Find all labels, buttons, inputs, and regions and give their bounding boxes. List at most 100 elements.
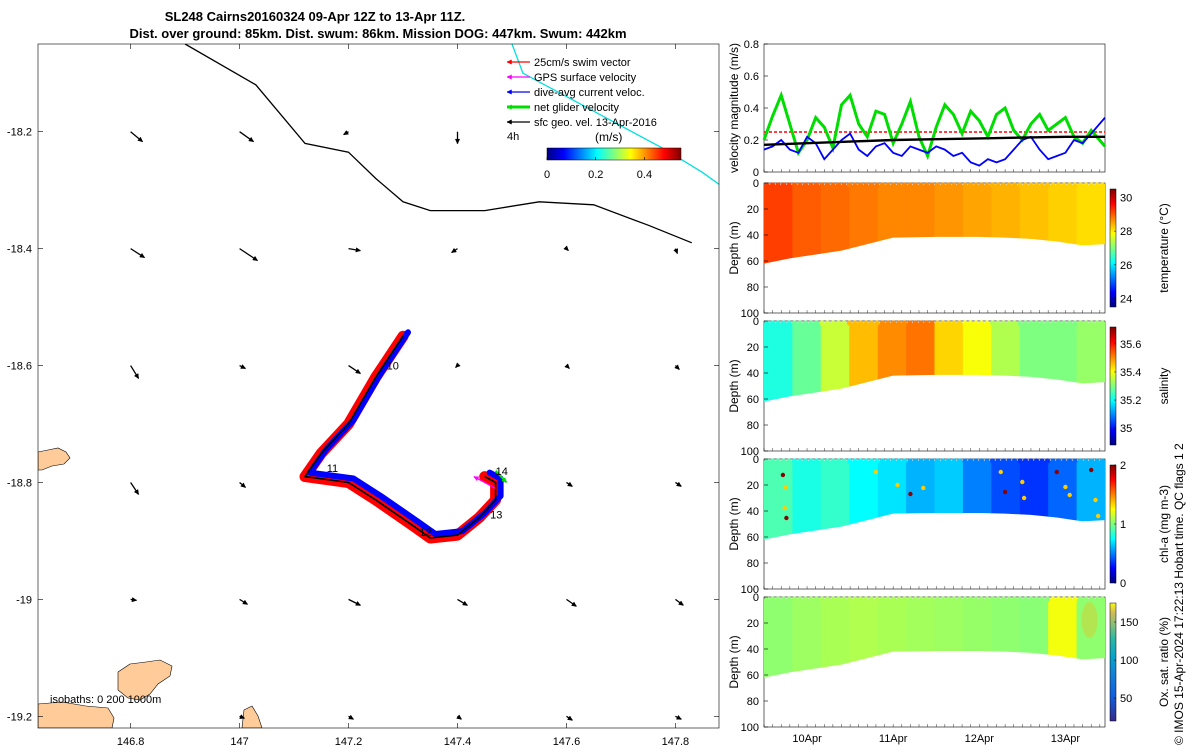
sal-surface-dot [929, 320, 935, 326]
sal-surface-dot [912, 320, 919, 326]
ox-surface-dot [1094, 596, 1100, 602]
sal-surface-dot [1055, 320, 1062, 326]
ox-surface-dot [923, 596, 930, 602]
net-track-line [304, 335, 497, 539]
sal-surface-dot [819, 320, 825, 326]
geo-vector-8 [563, 245, 569, 252]
chl-surface-dot [775, 458, 781, 464]
sal-surface-dot [945, 320, 952, 326]
chl-surface-dot [885, 458, 891, 464]
chl-ctick-label-1: 1 [1120, 519, 1126, 531]
map-ytick-label-0: -18.2 [7, 127, 32, 139]
ox-surface-dot [1006, 596, 1012, 602]
ox-surface-dot [1077, 596, 1084, 602]
sal-ytick-label-3: 60 [747, 394, 759, 406]
ox-surface-dot [1000, 596, 1007, 602]
temp-surface-dot [1022, 182, 1029, 188]
net-velocity-arrow [494, 470, 508, 484]
chl-surface-dot [951, 458, 957, 464]
legend-extra-4h: 4h [507, 131, 519, 143]
sal-surface-dot [1099, 320, 1106, 326]
time-xtick-label-2: 12Apr [965, 733, 995, 745]
temp-column-1 [792, 185, 822, 264]
chl-highlight-dot [782, 505, 787, 511]
geo-vector-4 [130, 248, 146, 259]
map-ytick-label-5: -19.2 [7, 711, 32, 723]
temp-surface-dot [1055, 182, 1062, 188]
sal-surface-dot [802, 320, 809, 326]
sal-surface-dot [995, 320, 1001, 326]
map-panel: 10 11 12 13 14 146.8 147 147.2 147.4 147.6 147.8 -… [7, 43, 720, 748]
temp-surface-dot [868, 182, 875, 188]
geo-vector-30 [566, 715, 573, 721]
temp-surface-dot [1039, 182, 1045, 188]
sal-surface-dot [824, 320, 831, 326]
sal-surface-dot [934, 320, 941, 326]
ox-surface-dot [857, 596, 864, 602]
sal-column-1 [792, 323, 822, 402]
temp-surface-dot [1011, 182, 1018, 188]
temp-surface-dot [940, 182, 946, 188]
sal-surface-dot [1017, 320, 1023, 326]
sal-surface-dot [830, 320, 836, 326]
chl-ytick-label-4: 80 [747, 558, 759, 570]
sal-surface-dot [923, 320, 930, 326]
map-ytick-label-2: -18.6 [7, 361, 32, 373]
chl-surface-dot [1094, 458, 1100, 464]
map-content: 10 11 12 13 14 [38, 44, 719, 728]
temp-surface-dot [786, 182, 792, 188]
sal-surface-dot [879, 320, 886, 326]
chl-surface-dot [868, 458, 875, 464]
footer-note: © IMOS 15-Apr-2024 17:22:13 Hobart time.… [1172, 443, 1186, 745]
map-ytick-label-3: -18.8 [7, 477, 32, 489]
geo-vector-24 [457, 598, 468, 606]
geo-vector-6 [348, 247, 362, 253]
ox-column-1 [792, 599, 822, 678]
ox-surface-dot [764, 596, 770, 602]
ox-surface-dot [995, 596, 1001, 602]
magenta-arrow-icon [506, 74, 530, 80]
chl-highlight-dot [1095, 513, 1101, 519]
colorbar-label: (m/s) [595, 130, 622, 144]
geo-vector-29 [456, 714, 462, 720]
chl-surface-dot [890, 458, 897, 464]
chl-surface-dot [769, 458, 776, 464]
ox-surface-dot [978, 596, 985, 602]
chl-surface-dot [967, 458, 974, 464]
map-legend: 25cm/s swim vector GPS surface velocity di… [506, 57, 657, 129]
ox-surface-dot [890, 596, 897, 602]
temp-ctick-label-2: 28 [1120, 226, 1132, 238]
title-line-2: Dist. over ground: 85km. Dist. swum: 86k… [129, 26, 626, 41]
ox-column-0 [764, 599, 793, 678]
blue-arrow-icon [506, 89, 530, 95]
chl-highlight-dot [780, 472, 786, 478]
ox-surface-dot [819, 596, 825, 602]
temp-ytick-label-2: 40 [747, 230, 759, 242]
chl-surface-dot [857, 458, 864, 464]
sal-surface-dot [907, 320, 913, 326]
temp-surface-dot [962, 182, 968, 188]
time-xtick-label-0: 10Apr [792, 733, 822, 745]
map-colorbar: (m/s) 0 0.2 0.4 [544, 130, 682, 181]
colorbar-gradient [546, 147, 682, 161]
chl-ytick-label-0: 0 [753, 454, 759, 466]
ox-surface-dot [934, 596, 941, 602]
ox-surface-dot [1011, 596, 1018, 602]
temp-surface-dot [967, 182, 974, 188]
chl-ylabel: Depth (m) [727, 497, 741, 550]
chl-surface-dot [923, 458, 930, 464]
chl-ctick-label-0: 0 [1120, 578, 1126, 590]
sal-surface-dot [764, 320, 770, 326]
chl-surface-dot [879, 458, 886, 464]
temp-surface-dot [1094, 182, 1100, 188]
chl-surface-dot [912, 458, 919, 464]
temp-surface-dot [951, 182, 957, 188]
sal-surface-dot [1061, 320, 1067, 326]
temp-colorbar-gradient [1109, 188, 1117, 308]
ox-surface-dot [1083, 596, 1089, 602]
sal-surface-dot [967, 320, 974, 326]
temp-surface-dot [984, 182, 990, 188]
geo-vector-12 [348, 364, 362, 375]
chl-surface-dot [907, 458, 913, 464]
